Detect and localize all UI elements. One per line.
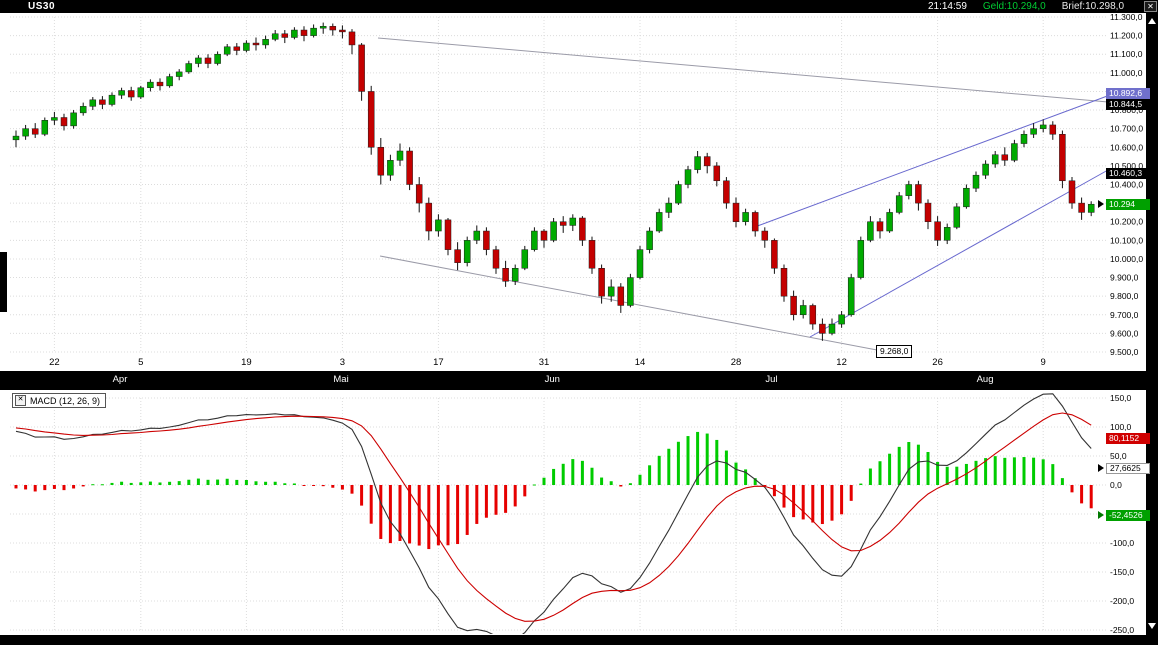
bottom-bar [0,635,1158,645]
left-panel-handle[interactable] [0,252,7,312]
month-axis-strip: Apr Mai Jun Jul Aug [0,371,1146,390]
scroll-down-icon[interactable] [1148,623,1156,629]
macd-tick-label: -150,0 [1110,567,1134,577]
bid-quote: Geld:10.294,0 [982,1,1046,12]
date-tick-label: 26 [932,357,943,368]
macd-histogram-pointer-icon [1098,511,1104,519]
macd-tick-label: 0,0 [1110,480,1122,490]
price-tick-label: 10.500,0 [1110,161,1143,171]
macd-plot [14,393,1093,634]
date-tick-label: 17 [433,357,444,368]
macd-label-text: MACD (12, 26, 9) [30,395,101,406]
indicator-close-icon[interactable]: ✕ [15,395,26,406]
ask-quote: Brief:10.298,0 [1061,1,1124,12]
date-tick-label: 3 [340,357,345,368]
date-tick-label: 28 [731,357,742,368]
close-button[interactable]: ✕ [1144,1,1157,12]
macd-tick-label: 150,0 [1110,393,1132,403]
price-tick-label: 10.200,0 [1110,217,1143,227]
marker-resistance-value: 10.844,5 [1106,99,1150,110]
last-price-pointer-icon [1098,200,1104,208]
price-tick-label: 11.100,0 [1110,49,1143,59]
price-tick-label: 10.700,0 [1110,124,1143,134]
month-label: Apr [112,374,128,385]
trendlines [377,37,1111,351]
marker-macd-line-value: 27,6625 [1106,463,1150,474]
month-label: Jun [544,374,560,385]
macd-tick-label: -200,0 [1110,596,1134,606]
date-tick-label: 12 [836,357,847,368]
date-axis-labels: 22 5 19 3 17 31 14 28 12 26 9 [49,357,1046,368]
scroll-up-icon[interactable] [1148,18,1156,24]
macd-tick-label: -250,0 [1110,625,1134,635]
price-tick-label: 11.000,0 [1110,68,1143,78]
macd-indicator-label: ✕ MACD (12, 26, 9) [12,393,107,408]
macd-tick-label: 50,0 [1110,451,1127,461]
ascending-resistance [751,94,1111,229]
price-tick-label: 9.700,0 [1110,310,1139,320]
descending-resistance [377,37,1109,103]
price-tick-label: 9.800,0 [1110,291,1139,301]
price-axis-labels: 9.500,0 9.600,0 9.700,0 9.800,0 9.900,0 10.00… [1110,12,1143,635]
candlesticks [12,22,1095,341]
macd-tick-label: -100,0 [1110,538,1134,548]
price-tick-label: 10.000,0 [1110,254,1143,264]
date-tick-label: 9 [1041,357,1046,368]
date-tick-label: 31 [539,357,550,368]
price-tick-label: 9.900,0 [1110,273,1139,283]
ascending-support [809,169,1109,338]
price-tick-label: 11.300,0 [1110,12,1143,22]
macd-line [15,393,1092,634]
titlebar: US30 21:14:59 Geld:10.294,0 Brief:10.298… [0,0,1158,13]
price-tick-label: 11.200,0 [1110,31,1143,41]
trendline-value-annotation: 9.268,0 [876,345,913,358]
month-label: Mai [333,374,349,385]
price-tick-label: 10.400,0 [1110,180,1143,190]
price-tick-label: 10.600,0 [1110,142,1143,152]
symbol-title: US30 [28,1,56,12]
month-label: Jul [765,374,778,385]
date-tick-label: 14 [635,357,646,368]
price-tick-label: 10.100,0 [1110,235,1143,245]
month-label: Aug [976,374,994,385]
marker-macd-signal-value: 80,1152 [1106,433,1150,444]
date-tick-label: 22 [49,357,60,368]
marker-trend-projection: 10.892,6 [1106,88,1150,99]
chart-gridlines [10,16,1106,631]
marker-support-value: 10.460,3 [1106,168,1150,179]
signal-line [15,412,1092,622]
macd-line-pointer-icon [1098,464,1104,472]
macd-tick-label: 100,0 [1110,422,1132,432]
date-tick-label: 19 [241,357,252,368]
date-tick-label: 5 [138,357,143,368]
marker-macd-histogram-value: -52,4526 [1106,510,1150,521]
titlebar-quotes: 21:14:59 Geld:10.294,0 Brief:10.298,0 ✕ [928,1,1158,12]
marker-last-price: 10.294 [1106,199,1150,210]
price-tick-label: 9.500,0 [1110,347,1139,357]
clock: 21:14:59 [927,1,967,12]
price-tick-label: 10.800,0 [1110,105,1143,115]
price-tick-label: 9.600,0 [1110,328,1139,338]
